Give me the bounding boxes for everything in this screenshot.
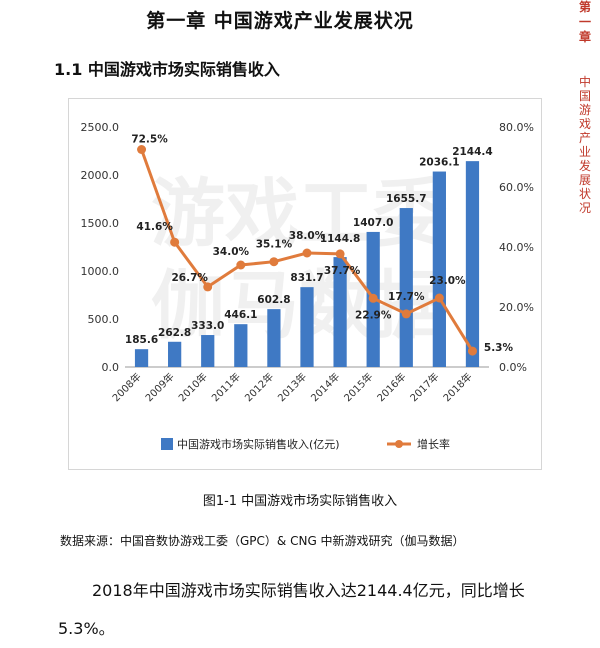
growth-rate-point: [302, 248, 312, 258]
summary-paragraph: 2018年中国游戏市场实际销售收入达2144.4亿元，同比增长5.3%。: [58, 581, 525, 638]
growth-rate-point: [203, 282, 213, 292]
growth-rate-label: 35.1%: [256, 239, 293, 251]
bar-value-label: 2144.4: [452, 146, 493, 158]
y-left-tick-label: 500.0: [88, 313, 120, 326]
bar: [267, 309, 281, 367]
legend-label-bar: 中国游戏市场实际销售收入(亿元): [177, 437, 340, 451]
growth-rate-label: 23.0%: [429, 275, 466, 287]
growth-rate-point: [434, 293, 444, 303]
y-left-tick-label: 2500.0: [81, 121, 120, 134]
bar: [234, 324, 248, 367]
growth-rate-point: [335, 249, 345, 259]
chapter-title: 第一章 中国游戏产业发展状况: [146, 10, 414, 32]
x-tick-label: 2013年: [275, 370, 309, 404]
growth-rate-label: 22.9%: [355, 309, 392, 321]
bar-value-label: 1407.0: [353, 217, 394, 229]
bar: [432, 171, 446, 367]
bar-value-label: 262.8: [158, 327, 191, 339]
y-left-tick-label: 2000.0: [81, 169, 120, 182]
x-tick-label: 2012年: [242, 370, 276, 404]
x-tick-label: 2010年: [176, 370, 210, 404]
legend-swatch-point: [395, 440, 403, 448]
y-right-tick-label: 80.0%: [499, 121, 534, 134]
y-right-tick-label: 20.0%: [499, 301, 534, 314]
growth-rate-point: [467, 346, 477, 356]
y-right-tick-label: 60.0%: [499, 181, 534, 194]
watermark-line1: 游戏工委: [151, 171, 447, 257]
y-left-tick-label: 1000.0: [81, 265, 120, 278]
legend-label-line: 增长率: [417, 437, 450, 451]
bar-value-label: 333.0: [191, 320, 224, 332]
bar-value-label: 602.8: [257, 294, 290, 306]
data-source: 数据来源：中国音数协游戏工委（GPC）& CNG 中新游戏研究（伽马数据）: [60, 534, 465, 548]
bar: [134, 349, 149, 367]
y-right-tick-label: 40.0%: [499, 241, 534, 254]
growth-rate-point: [401, 309, 411, 319]
growth-rate-label: 37.7%: [324, 265, 361, 277]
bar: [201, 335, 215, 367]
growth-rate-label: 41.6%: [136, 221, 173, 233]
line-series: [137, 145, 477, 356]
bar-value-label: 831.7: [290, 272, 323, 284]
x-tick-label: 2014年: [308, 370, 342, 404]
chart-container: 游戏工委 伽马数据 0.0 500.0 1000.0 1500.0 2000.0 2500.…: [68, 98, 542, 470]
y-left-tick-label: 0.0: [102, 361, 120, 374]
growth-rate-point: [236, 260, 246, 270]
bar-value-label: 1144.8: [320, 233, 361, 245]
legend: 中国游戏市场实际销售收入(亿元) 增长率: [161, 437, 450, 451]
bar: [465, 161, 480, 367]
growth-rate-label: 34.0%: [213, 246, 250, 258]
bar-value-label: 1655.7: [386, 193, 427, 205]
growth-rate-point: [368, 293, 378, 303]
growth-rate-label: 5.3%: [484, 342, 514, 354]
x-tick-label: 2009年: [142, 370, 176, 404]
x-tick-label: 2018年: [440, 370, 474, 404]
x-tick-label: 2017年: [407, 370, 441, 404]
legend-swatch-bar: [161, 438, 173, 450]
bar: [168, 341, 182, 367]
x-tick-label: 2016年: [374, 370, 408, 404]
bar-value-label: 2036.1: [419, 157, 460, 169]
bar-value-label: 185.6: [125, 334, 158, 346]
side-chapter-text: 中国游戏产业发展状况: [578, 75, 591, 215]
x-tick-label: 2008年: [109, 370, 143, 404]
growth-rate-point: [137, 145, 147, 154]
bar-value-label: 446.1: [224, 309, 257, 321]
growth-rate-point: [170, 237, 180, 247]
growth-rate-label: 17.7%: [388, 291, 425, 303]
growth-rate-point: [269, 257, 279, 267]
bar: [399, 208, 413, 367]
x-tick-label: 2015年: [341, 370, 375, 404]
side-chapter-number: 第一章: [578, 0, 591, 44]
growth-rate-label: 38.0%: [289, 230, 326, 242]
bar: [333, 257, 347, 367]
side-chapter-label: 第一章 中国游戏产业发展状况: [576, 0, 594, 215]
y-left-tick-label: 1500.0: [81, 217, 120, 230]
x-tick-label: 2011年: [209, 370, 243, 404]
growth-rate-label: 72.5%: [131, 134, 168, 146]
y-right-tick-label: 0.0%: [499, 361, 527, 374]
section-title: 1.1 中国游戏市场实际销售收入: [54, 60, 280, 79]
bar: [300, 287, 314, 367]
growth-rate-label: 26.7%: [172, 272, 209, 284]
figure-caption: 图1-1 中国游戏市场实际销售收入: [202, 494, 398, 509]
